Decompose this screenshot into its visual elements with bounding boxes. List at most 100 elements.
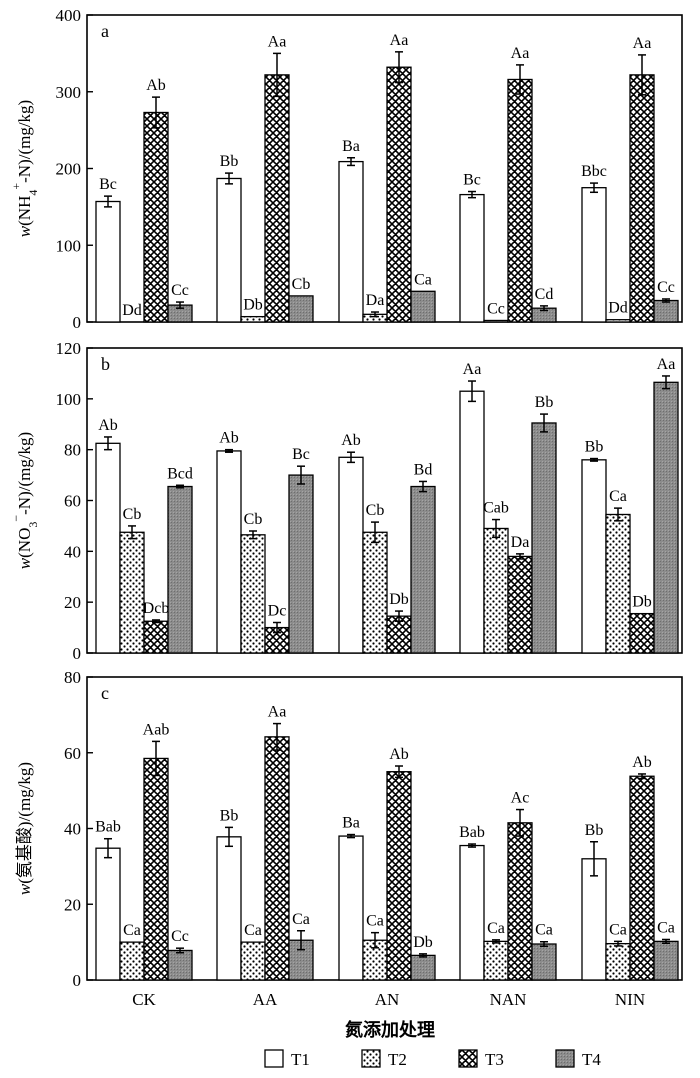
bar-c-NIN-T4 bbox=[653, 940, 679, 981]
significance-label: Ca bbox=[535, 922, 553, 939]
y-tick-label: 120 bbox=[56, 339, 82, 358]
significance-label: Ca bbox=[609, 921, 627, 938]
significance-label: Ab bbox=[632, 754, 652, 771]
significance-label: Cd bbox=[535, 286, 554, 303]
significance-label: Dcb bbox=[143, 600, 170, 617]
bar-c-AA-T1 bbox=[216, 836, 242, 981]
bar-b-NAN-T3 bbox=[507, 555, 533, 654]
significance-label: Cc bbox=[171, 282, 189, 299]
significance-label: Da bbox=[511, 534, 530, 551]
significance-label: Bc bbox=[463, 172, 481, 189]
significance-label: Db bbox=[632, 594, 652, 611]
significance-label: Dd bbox=[608, 300, 628, 317]
x-category-label: AN bbox=[375, 990, 400, 1009]
significance-label: Cb bbox=[244, 511, 263, 528]
y-tick-label: 300 bbox=[56, 83, 82, 102]
y-tick-label: 100 bbox=[56, 236, 82, 255]
legend-label: T3 bbox=[485, 1050, 504, 1069]
bar-a-NAN-T3 bbox=[507, 78, 533, 323]
legend-label: T2 bbox=[388, 1050, 407, 1069]
bar-c-AA-T2 bbox=[240, 941, 266, 981]
bar-b-AA-T2 bbox=[240, 534, 266, 654]
bar-a-NIN-T2 bbox=[605, 319, 631, 323]
legend-label: T1 bbox=[291, 1050, 310, 1069]
bar-a-CK-T1 bbox=[95, 200, 121, 323]
significance-label: Bab bbox=[459, 824, 485, 841]
significance-label: Aa bbox=[268, 33, 287, 50]
significance-label: Ab bbox=[219, 430, 239, 447]
legend-item-T3: T3 bbox=[458, 1049, 504, 1069]
significance-label: Cb bbox=[292, 276, 311, 293]
y-tick-label: 100 bbox=[56, 390, 82, 409]
significance-label: Bcd bbox=[167, 465, 193, 482]
bar-b-NAN-T4 bbox=[531, 422, 557, 654]
bar-a-AA-T2 bbox=[240, 315, 266, 323]
significance-label: Da bbox=[366, 292, 385, 309]
bar-a-NAN-T1 bbox=[459, 193, 485, 323]
bar-a-AN-T1 bbox=[338, 160, 364, 323]
significance-label: Bb bbox=[220, 807, 239, 824]
significance-label: Cc bbox=[171, 928, 189, 945]
y-tick-label: 20 bbox=[64, 593, 81, 612]
bar-c-NAN-T2 bbox=[483, 940, 509, 981]
significance-label: Aab bbox=[143, 721, 170, 738]
y-axis-label: w(NO3−-N)/(mg/kg) bbox=[9, 432, 40, 569]
y-axis-label: w(NH4+-N)/(mg/kg) bbox=[9, 100, 40, 237]
bar-c-NAN-T3 bbox=[507, 822, 533, 981]
bar-c-NAN-T4 bbox=[531, 943, 557, 981]
y-tick-label: 0 bbox=[73, 644, 82, 663]
significance-label: Cb bbox=[366, 502, 385, 519]
significance-label: Aa bbox=[463, 361, 482, 378]
significance-label: Aa bbox=[268, 704, 287, 721]
significance-label: Cb bbox=[123, 506, 142, 523]
panel-letter: b bbox=[101, 354, 110, 374]
bar-c-NIN-T3 bbox=[629, 775, 655, 981]
significance-label: Ba bbox=[342, 815, 360, 832]
x-category-label: NIN bbox=[615, 990, 645, 1009]
significance-label: Bb bbox=[535, 394, 554, 411]
x-axis-title: 氮添加处理 bbox=[345, 1019, 435, 1040]
x-category-label: NAN bbox=[490, 990, 527, 1009]
bar-b-NIN-T2 bbox=[605, 513, 631, 654]
significance-label: Ab bbox=[389, 746, 409, 763]
bar-b-NAN-T2 bbox=[483, 527, 509, 654]
significance-label: Ba bbox=[342, 138, 360, 155]
bar-c-CK-T3 bbox=[143, 757, 169, 981]
significance-label: Ab bbox=[98, 417, 118, 434]
bar-b-NIN-T3 bbox=[629, 612, 655, 654]
legend-item-T2: T2 bbox=[361, 1049, 407, 1069]
bar-c-NIN-T1 bbox=[581, 858, 607, 981]
bar-a-AA-T4 bbox=[288, 295, 314, 323]
panel-letter: a bbox=[101, 21, 109, 41]
x-category-label: CK bbox=[132, 990, 156, 1009]
significance-label: Ca bbox=[123, 922, 141, 939]
bar-a-NIN-T4 bbox=[653, 299, 679, 323]
bar-a-AA-T1 bbox=[216, 177, 242, 323]
legend-item-T4: T4 bbox=[555, 1049, 601, 1069]
bar-b-NAN-T1 bbox=[459, 390, 485, 654]
significance-label: Bbc bbox=[581, 163, 607, 180]
y-tick-label: 80 bbox=[64, 441, 81, 460]
significance-label: Cc bbox=[657, 279, 675, 296]
bar-b-AN-T2 bbox=[362, 531, 388, 654]
significance-label: Bb bbox=[585, 439, 604, 456]
significance-label: Aa bbox=[390, 32, 409, 49]
legend: T1 T2 T3 T4 bbox=[264, 1049, 601, 1069]
significance-label: Aa bbox=[657, 356, 676, 373]
significance-label: Aa bbox=[511, 45, 530, 62]
significance-label: Ab bbox=[146, 77, 166, 94]
significance-label: Ca bbox=[244, 922, 262, 939]
significance-label: Bd bbox=[414, 461, 433, 478]
x-category-label: AA bbox=[253, 990, 278, 1009]
y-tick-label: 0 bbox=[73, 971, 82, 990]
bar-b-CK-T3 bbox=[143, 620, 169, 654]
y-axis-label-part: w bbox=[15, 225, 34, 237]
bar-b-AN-T1 bbox=[338, 456, 364, 654]
significance-label: Bb bbox=[585, 822, 604, 839]
bar-b-AA-T1 bbox=[216, 450, 242, 654]
significance-label: Ac bbox=[511, 790, 530, 807]
significance-label: Bb bbox=[220, 153, 239, 170]
significance-label: Ca bbox=[487, 920, 505, 937]
bar-a-NIN-T3 bbox=[629, 74, 655, 323]
